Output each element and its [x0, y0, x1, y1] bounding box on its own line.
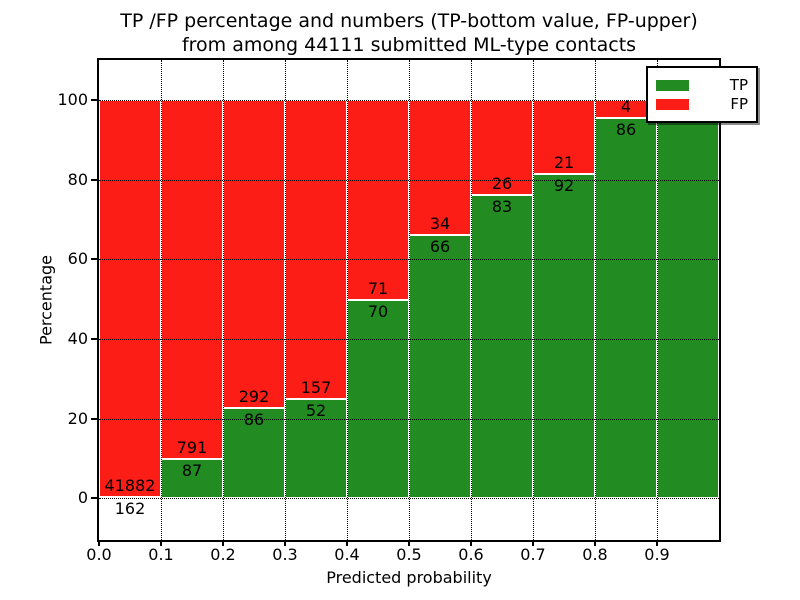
x-tick-label: 0.3 — [272, 545, 298, 564]
gridline-v — [347, 60, 348, 540]
fp-count-label: 157 — [300, 378, 332, 398]
tp-count-label: 70 — [367, 302, 389, 322]
tp-bar-segment — [471, 194, 533, 499]
x-tick-mark — [346, 540, 348, 546]
gridline-v — [161, 60, 162, 540]
tp-bar-segment — [161, 458, 223, 499]
fp-bar-segment — [409, 99, 471, 236]
legend-tp-swatch — [656, 79, 689, 91]
fp-bar-segment — [533, 99, 595, 174]
y-tick-label: 80 — [67, 169, 88, 189]
fp-bar-segment — [285, 99, 347, 400]
y-tick-mark — [91, 417, 97, 420]
x-tick-mark — [284, 540, 286, 546]
x-tick-mark — [532, 540, 534, 546]
gridline-v — [657, 60, 658, 540]
x-tick-label: 0.1 — [148, 545, 174, 564]
x-tick-label: 0.0 — [86, 545, 112, 564]
tp-bar-segment — [347, 300, 409, 499]
tp-bar-segment — [285, 399, 347, 499]
gridline-v — [223, 60, 224, 540]
y-tick-label: 60 — [67, 249, 88, 269]
fp-bar-segment — [347, 99, 409, 301]
tp-bar-segment — [533, 173, 595, 499]
fp-bar-segment — [223, 99, 285, 408]
tp-count-label: 92 — [553, 175, 575, 195]
x-tick-label: 0.7 — [520, 545, 546, 564]
fp-count-label: 4 — [620, 96, 632, 116]
tp-bar-segment — [409, 235, 471, 499]
x-tick-mark — [470, 540, 472, 546]
tp-count-label: 52 — [305, 401, 327, 421]
y-tick-mark — [91, 178, 97, 181]
y-tick-label: 100 — [57, 89, 88, 109]
fp-count-label: 34 — [429, 214, 451, 234]
plot-area: 41882 162 791 87 292 86 157 52 71 70 34 66 26 83 21 92 4… — [97, 58, 721, 542]
x-tick-mark — [98, 540, 100, 546]
x-tick-mark — [408, 540, 410, 546]
legend-item-tp: TP — [656, 77, 748, 93]
tp-count-label: 83 — [491, 196, 513, 216]
x-tick-label: 0.9 — [644, 545, 670, 564]
gridline-v — [285, 60, 286, 540]
fp-count-label: 791 — [176, 437, 208, 457]
y-tick-label: 40 — [67, 328, 88, 348]
y-tick-mark — [91, 98, 97, 101]
x-tick-label: 0.5 — [396, 545, 422, 564]
fp-bar-segment — [161, 99, 223, 459]
x-tick-mark — [160, 540, 162, 546]
tp-bar-segment — [99, 496, 161, 499]
gridline-v — [595, 60, 596, 540]
legend-fp-label: FP — [730, 95, 748, 113]
x-tick-label: 0.2 — [210, 545, 236, 564]
gridline-v — [471, 60, 472, 540]
fp-bar-segment — [99, 99, 161, 497]
tp-count-label: 66 — [429, 237, 451, 257]
x-tick-label: 0.6 — [458, 545, 484, 564]
x-tick-label: 0.4 — [334, 545, 360, 564]
tp-bar-segment — [595, 117, 657, 499]
legend-item-fp: FP — [656, 96, 748, 112]
x-tick-label: 0.8 — [582, 545, 608, 564]
gridline-v — [409, 60, 410, 540]
tp-count-label: 86 — [615, 119, 637, 139]
fp-count-label: 292 — [238, 386, 270, 406]
x-tick-mark — [656, 540, 658, 546]
fp-count-label: 21 — [553, 152, 575, 172]
x-axis-label: Predicted probability — [326, 568, 492, 587]
chart-title-line1: TP /FP percentage and numbers (TP-bottom… — [120, 10, 698, 32]
y-tick-mark — [91, 258, 97, 261]
fp-count-label: 26 — [491, 173, 513, 193]
legend: TP FP — [646, 66, 758, 123]
y-tick-mark — [91, 497, 97, 500]
y-tick-mark — [91, 337, 97, 340]
tp-count-label: 86 — [243, 409, 265, 429]
legend-tp-label: TP — [729, 76, 748, 94]
x-tick-mark — [222, 540, 224, 546]
fp-count-label: 41882 — [104, 475, 156, 495]
y-tick-label: 20 — [67, 408, 88, 428]
x-tick-mark — [594, 540, 596, 546]
tp-count-label: 162 — [114, 498, 146, 518]
tp-count-label: 87 — [181, 460, 203, 480]
chart-title-line2: from among 44111 submitted ML-type conta… — [181, 34, 637, 56]
fp-count-label: 71 — [367, 279, 389, 299]
tp-bar-segment — [657, 99, 719, 499]
y-tick-label: 0 — [77, 488, 88, 508]
gridline-v — [533, 60, 534, 540]
legend-fp-swatch — [656, 98, 689, 110]
